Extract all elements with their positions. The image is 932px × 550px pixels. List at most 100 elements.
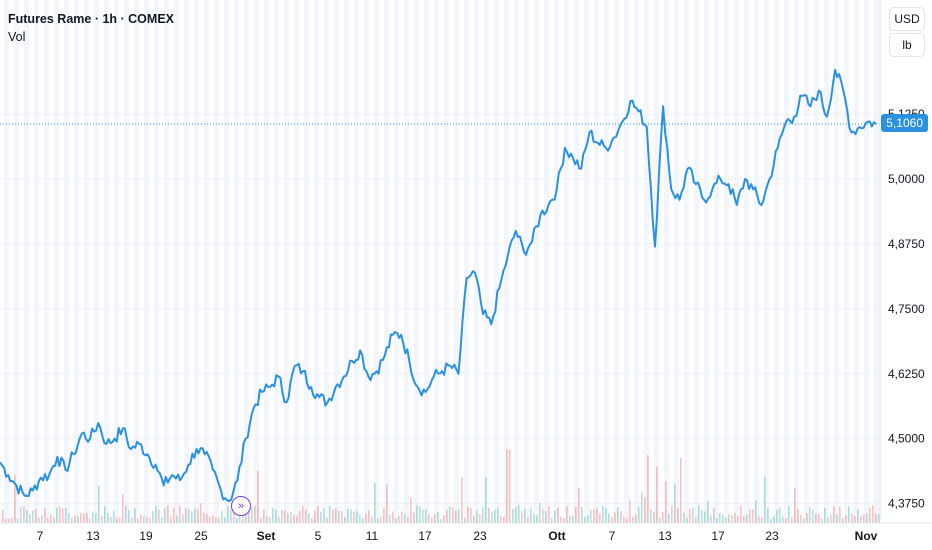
volume-bar — [20, 507, 22, 523]
volume-bar — [305, 509, 307, 523]
background-stripe — [424, 0, 429, 523]
volume-bar — [659, 517, 661, 523]
volume-bar — [866, 513, 868, 523]
volume-bar — [455, 510, 457, 523]
volume-bar — [23, 506, 25, 523]
background-stripe — [664, 0, 669, 523]
volume-bar — [35, 509, 37, 523]
unit-button[interactable]: lb — [890, 34, 924, 56]
volume-bar — [731, 515, 733, 523]
background-stripe — [544, 0, 549, 523]
volume-bar — [467, 506, 469, 523]
volume-bar — [641, 492, 643, 523]
background-stripe — [814, 0, 819, 523]
volume-bar — [848, 506, 850, 523]
volume-bar — [62, 508, 64, 523]
volume-bar — [83, 513, 85, 523]
time-tick-label: 17 — [418, 529, 432, 543]
volume-bar — [428, 514, 430, 523]
volume-bar — [260, 518, 262, 523]
volume-bar — [539, 502, 541, 523]
currency-button[interactable]: USD — [890, 8, 924, 30]
background-stripe — [144, 0, 149, 523]
volume-bar — [227, 505, 229, 523]
volume-bar — [56, 507, 58, 523]
volume-bar — [206, 513, 208, 523]
background-stripe — [434, 0, 439, 523]
volume-bar — [125, 506, 127, 523]
volume-bar — [596, 508, 598, 523]
volume-bar — [491, 511, 493, 523]
background-stripe — [194, 0, 199, 523]
volume-bar — [230, 510, 232, 523]
background-stripe — [124, 0, 129, 523]
volume-bar — [344, 517, 346, 523]
volume-bar — [752, 508, 754, 523]
symbol-title[interactable]: Futures Rame · 1h · COMEX — [8, 12, 174, 26]
volume-bar — [638, 507, 640, 523]
volume-bar — [80, 512, 82, 523]
background-stripe — [44, 0, 49, 523]
volume-bar — [131, 517, 133, 523]
volume-bar — [707, 501, 709, 523]
background-stripe — [204, 0, 209, 523]
volume-bar — [719, 513, 721, 523]
volume-bar — [530, 508, 532, 523]
volume-bar — [683, 512, 685, 523]
volume-bar — [794, 488, 796, 523]
background-stripe — [104, 0, 109, 523]
price-tick-label: 4,5000 — [888, 432, 925, 446]
background-stripe — [654, 0, 659, 523]
background-stripe — [644, 0, 649, 523]
background-stripe — [754, 0, 759, 523]
volume-bar — [176, 515, 178, 523]
volume-bar — [761, 516, 763, 523]
background-stripe — [314, 0, 319, 523]
volume-bar — [722, 514, 724, 523]
price-tick-label: 4,6250 — [888, 367, 925, 381]
volume-bar — [836, 514, 838, 523]
volume-bar — [473, 515, 475, 523]
volume-bar — [587, 515, 589, 523]
volume-bar — [554, 510, 556, 523]
volume-bar — [800, 514, 802, 523]
volume-bar — [815, 513, 817, 523]
background-stripe — [734, 0, 739, 523]
time-tick-label: 23 — [765, 529, 779, 543]
volume-bar — [371, 516, 373, 523]
background-stripe — [634, 0, 639, 523]
volume-indicator-label[interactable]: Vol — [8, 30, 26, 44]
volume-bar — [689, 508, 691, 523]
volume-bar — [122, 494, 124, 523]
volume-bar — [107, 513, 109, 523]
volume-bar — [8, 518, 10, 523]
volume-bar — [737, 516, 739, 523]
background-stripe — [694, 0, 699, 523]
volume-bar — [755, 500, 757, 523]
volume-bar — [605, 508, 607, 523]
time-axis: 7 13 19 25 Set 5 11 17 23 Ott 7 13 17 23 Nov — [37, 529, 878, 543]
volume-bar — [296, 516, 298, 523]
volume-bar — [842, 518, 844, 523]
volume-bar — [2, 509, 4, 523]
volume-bar — [350, 509, 352, 523]
volume-bar — [212, 515, 214, 523]
volume-bar — [488, 507, 490, 523]
volume-bar — [323, 508, 325, 523]
time-tick-label: Ott — [548, 529, 565, 543]
volume-bar — [65, 508, 67, 523]
volume-bar — [524, 508, 526, 523]
volume-bar — [383, 507, 385, 523]
volume-bar — [773, 516, 775, 523]
background-stripe — [614, 0, 619, 523]
volume-bar — [143, 515, 145, 523]
go-to-realtime-icon[interactable]: » — [231, 496, 251, 516]
volume-bar — [527, 517, 529, 523]
volume-bar — [368, 510, 370, 523]
volume-bar — [335, 508, 337, 523]
volume-bar — [797, 508, 799, 523]
volume-bar — [113, 510, 115, 523]
volume-bar — [533, 514, 535, 523]
volume-bar — [272, 507, 274, 523]
